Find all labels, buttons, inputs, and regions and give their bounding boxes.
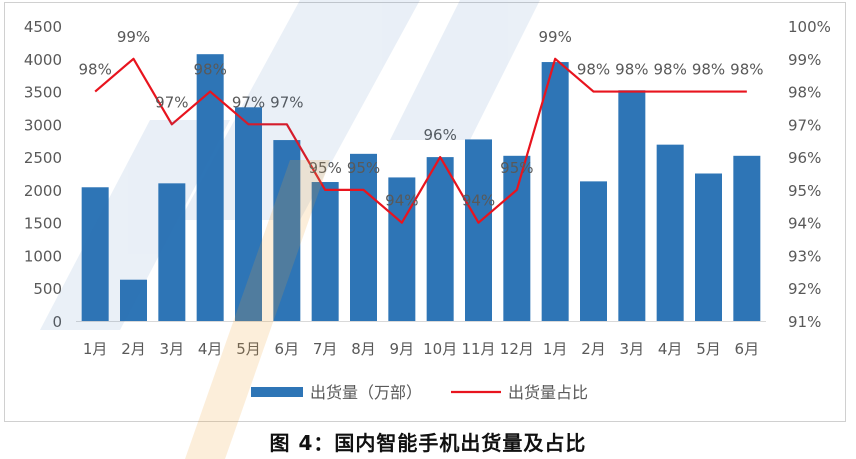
combo-chart: 0 500 1000 1500 2000 2500 3000 3500 4000 4500 91%… [24, 18, 831, 402]
bar [311, 182, 339, 321]
right-tick-label: 99% [788, 51, 821, 69]
line-data-label: 99% [538, 28, 571, 46]
x-tick-label: 1月 [543, 340, 568, 358]
right-tick-label: 91% [788, 313, 821, 331]
bar [273, 140, 301, 321]
x-tick-label: 3月 [620, 340, 645, 358]
x-tick-label: 1月 [83, 340, 108, 358]
line-data-label: 97% [232, 93, 265, 111]
legend-line-label: 出货量占比 [508, 383, 588, 402]
line-data-label: 94% [385, 192, 418, 210]
line-series [94, 57, 747, 224]
line-data-label: 99% [117, 28, 150, 46]
x-tick-label: 4月 [658, 340, 683, 358]
left-tick-label: 3500 [24, 84, 62, 102]
figure-caption: 图 4：国内智能手机出货量及占比 [269, 431, 587, 455]
legend-bar-label: 出货量（万部） [310, 383, 422, 402]
x-tick-label: 2月 [121, 340, 146, 358]
left-tick-label: 500 [33, 280, 62, 298]
bar [580, 181, 607, 321]
line-data-label: 98% [577, 61, 610, 79]
line-data-label: 95% [308, 159, 341, 177]
left-tick-label: 0 [52, 313, 62, 331]
line-data-label: 98% [193, 61, 226, 79]
bar [388, 177, 416, 321]
right-tick-label: 100% [788, 18, 831, 36]
x-tick-label: 5月 [236, 340, 261, 358]
x-tick-label: 9月 [390, 340, 415, 358]
data-labels: 98% 99% 97% 98% 97% 97% 95% 95% 94% 96% 94% 95% 99% 9… [78, 28, 763, 210]
x-tick-label: 11月 [461, 340, 495, 358]
line-path [94, 57, 747, 224]
x-tick-label: 6月 [275, 340, 300, 358]
legend-bar-swatch [251, 387, 303, 397]
bar [235, 107, 262, 322]
line-data-label: 97% [155, 93, 188, 111]
x-tick-label: 10月 [423, 340, 457, 358]
left-tick-label: 4000 [24, 51, 62, 69]
x-tick-label: 2月 [581, 340, 606, 358]
right-tick-label: 98% [788, 84, 821, 102]
x-tick-label: 5月 [696, 340, 721, 358]
bar [503, 155, 531, 321]
line-data-label: 98% [78, 61, 111, 79]
line-data-label: 95% [347, 159, 380, 177]
left-tick-label: 4500 [24, 18, 62, 36]
left-tick-label: 1500 [24, 215, 62, 233]
left-axis: 0 500 1000 1500 2000 2500 3000 3500 4000 4500 [24, 18, 62, 331]
x-tick-label: 3月 [160, 340, 185, 358]
line-data-label: 97% [270, 93, 303, 111]
bar [695, 173, 722, 321]
bar [81, 187, 109, 321]
line-data-label: 95% [500, 159, 533, 177]
bar [426, 157, 454, 321]
left-tick-label: 2000 [24, 182, 62, 200]
left-tick-label: 2500 [24, 149, 62, 167]
right-tick-label: 92% [788, 280, 821, 298]
left-tick-label: 3000 [24, 116, 62, 134]
right-tick-label: 97% [788, 116, 821, 134]
line-data-label: 94% [462, 192, 495, 210]
bar [465, 139, 492, 321]
legend: 出货量（万部） 出货量占比 [251, 383, 588, 402]
bar [733, 155, 761, 321]
x-tick-label: 4月 [198, 340, 223, 358]
right-tick-label: 95% [788, 182, 821, 200]
bar [196, 54, 224, 321]
left-tick-label: 1000 [24, 247, 62, 265]
right-tick-label: 93% [788, 247, 821, 265]
x-tick-label: 8月 [351, 340, 376, 358]
bar [618, 90, 646, 321]
x-tick-label: 12月 [500, 340, 534, 358]
line-data-label: 98% [730, 61, 763, 79]
x-tick-label: 6月 [735, 340, 760, 358]
bar [120, 279, 147, 321]
bar [656, 144, 684, 321]
bar [158, 183, 186, 321]
x-tick-label: 7月 [313, 340, 338, 358]
line-data-label: 98% [692, 61, 725, 79]
line-data-label: 98% [653, 61, 686, 79]
bar [350, 153, 377, 321]
right-tick-label: 96% [788, 149, 821, 167]
line-data-label: 96% [423, 126, 456, 144]
x-axis: 1月 2月 3月 4月 5月 6月 7月 8月 9月 10月 11月 12月 1月 2月 3月 4月 5月 6月 [83, 340, 759, 358]
line-data-label: 98% [615, 61, 648, 79]
right-axis: 91% 92% 93% 94% 95% 96% 97% 98% 99% 100% [788, 18, 831, 331]
bar [541, 62, 569, 322]
right-tick-label: 94% [788, 215, 821, 233]
